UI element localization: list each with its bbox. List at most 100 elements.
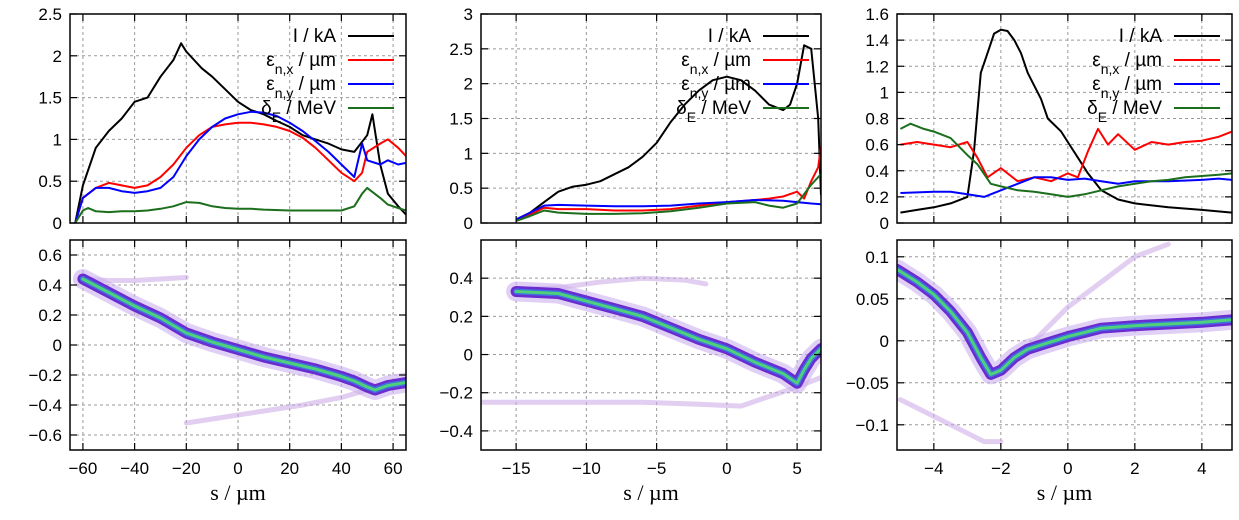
y-tick-label: −0.6 [28,426,62,445]
legend-text-part: δ [261,98,272,119]
series-line [900,176,1232,198]
legend-subscript: n,y [275,85,294,101]
legend-text-part: / MeV [696,98,751,119]
y-tick-label: 2.5 [38,5,62,24]
y-tick-label: 0 [53,336,62,355]
y-tick-label: 0.4 [38,276,62,295]
y-tick-label: 1.5 [38,89,62,108]
y-tick-label: −0.4 [28,396,62,415]
legend-label: δE / MeV [676,98,751,125]
x-tick-label: 0 [233,459,242,478]
x-axis-label: s / µm [210,480,265,505]
y-tick-label: 0.6 [865,136,889,155]
legend-label: εn,y / µm [266,74,336,101]
y-tick-label: 0.4 [449,269,473,288]
legend-label: εn,x / µm [266,50,336,77]
series-line [74,42,406,223]
legend-label: εn,x / µm [681,50,751,77]
x-tick-label: −40 [120,459,149,478]
plot-area [72,269,406,426]
plot-area [899,28,1232,214]
x-tick-label: 40 [332,459,351,478]
plot-area [74,42,406,223]
series-line [515,146,821,221]
series-line [899,122,1232,198]
y-tick-label: 0.5 [38,172,62,191]
series-line [74,110,406,223]
plot-frame [896,239,1233,451]
legend-text-part: I / kA [293,26,337,47]
y-tick-label: 0.2 [38,306,62,325]
legend-text-part: / µm [293,50,336,71]
legend-subscript: E [272,109,281,125]
y-tick-label: 0.6 [38,246,62,265]
y-tick-label: −0.05 [846,374,889,393]
legend-label: εn,x / µm [1092,50,1162,77]
y-tick-label: 0.2 [865,188,889,207]
x-tick-label: 60 [384,459,403,478]
legend-label: δE / MeV [1087,98,1162,125]
legend-text-part: / µm [708,50,751,71]
y-tick-label: 1.2 [865,57,889,76]
legend-text-part: ε [1092,50,1101,71]
legend-text-part: δ [1087,98,1098,119]
legend-text-part: / MeV [1107,98,1162,119]
plot-area [515,44,821,222]
y-tick-label: 0 [464,214,473,233]
y-tick-label: 1.6 [865,5,889,24]
y-tick-label: 0.05 [856,290,889,309]
legend-label: I / kA [293,26,337,47]
legend-text-part: ε [266,74,275,95]
legend-subscript: n,x [1101,61,1120,77]
y-tick-label: 0 [880,332,889,351]
plot-frame [480,239,822,451]
plot-area [897,241,1232,445]
legend-text-part: ε [1092,74,1101,95]
density-halo [72,269,406,400]
y-tick-label: 1.4 [865,31,889,50]
legend-text-part: ε [681,50,690,71]
x-axis-label: s / µm [1037,480,1092,505]
x-axis-label: s / µm [623,480,678,505]
x-tick-label: −5 [647,459,666,478]
legend-text-part: I / kA [708,26,752,47]
legend-text-part: / µm [293,74,336,95]
x-tick-label: −4 [924,459,943,478]
y-tick-label: 3 [464,5,473,24]
legend-text-part: ε [681,74,690,95]
series-line [900,28,1232,214]
legend-text-part: δ [676,98,687,119]
legend-subscript: n,y [690,85,709,101]
density-core [81,277,406,392]
y-tick-label: 0.2 [449,307,473,326]
y-tick-label: 0 [53,214,62,233]
x-tick-label: −15 [502,459,531,478]
legend-label: εn,y / µm [681,74,751,101]
y-tick-label: −0.4 [439,422,473,441]
x-tick-label: 0 [1063,459,1072,478]
legend-subscript: E [687,109,696,125]
series-line [515,44,821,221]
legend-text-part: / MeV [281,98,336,119]
faint-branch [481,375,821,409]
legend-text-part: / µm [1119,50,1162,71]
y-tick-label: 0.5 [449,179,473,198]
legend-subscript: n,y [1101,85,1120,101]
faint-branch [897,397,1004,445]
plot-area [481,275,821,409]
density-core [514,290,821,385]
y-tick-label: 1 [53,130,62,149]
x-tick-label: −60 [69,459,98,478]
x-tick-label: 0 [722,459,731,478]
series-line [900,127,1232,183]
panel-bottom-left: −60 −40 −20 0 20 40 60 −0.6 −0.4 −0.2 0 0.2 0.4 0.6 s … [28,239,407,505]
y-tick-label: −0.1 [855,416,889,435]
y-tick-label: −0.2 [28,366,62,385]
panel-bottom-middle: −15 −10 −5 0 5 −0.4 −0.2 0 0.2 0.4 s / µm [439,239,822,505]
y-tick-label: 0 [464,346,473,365]
